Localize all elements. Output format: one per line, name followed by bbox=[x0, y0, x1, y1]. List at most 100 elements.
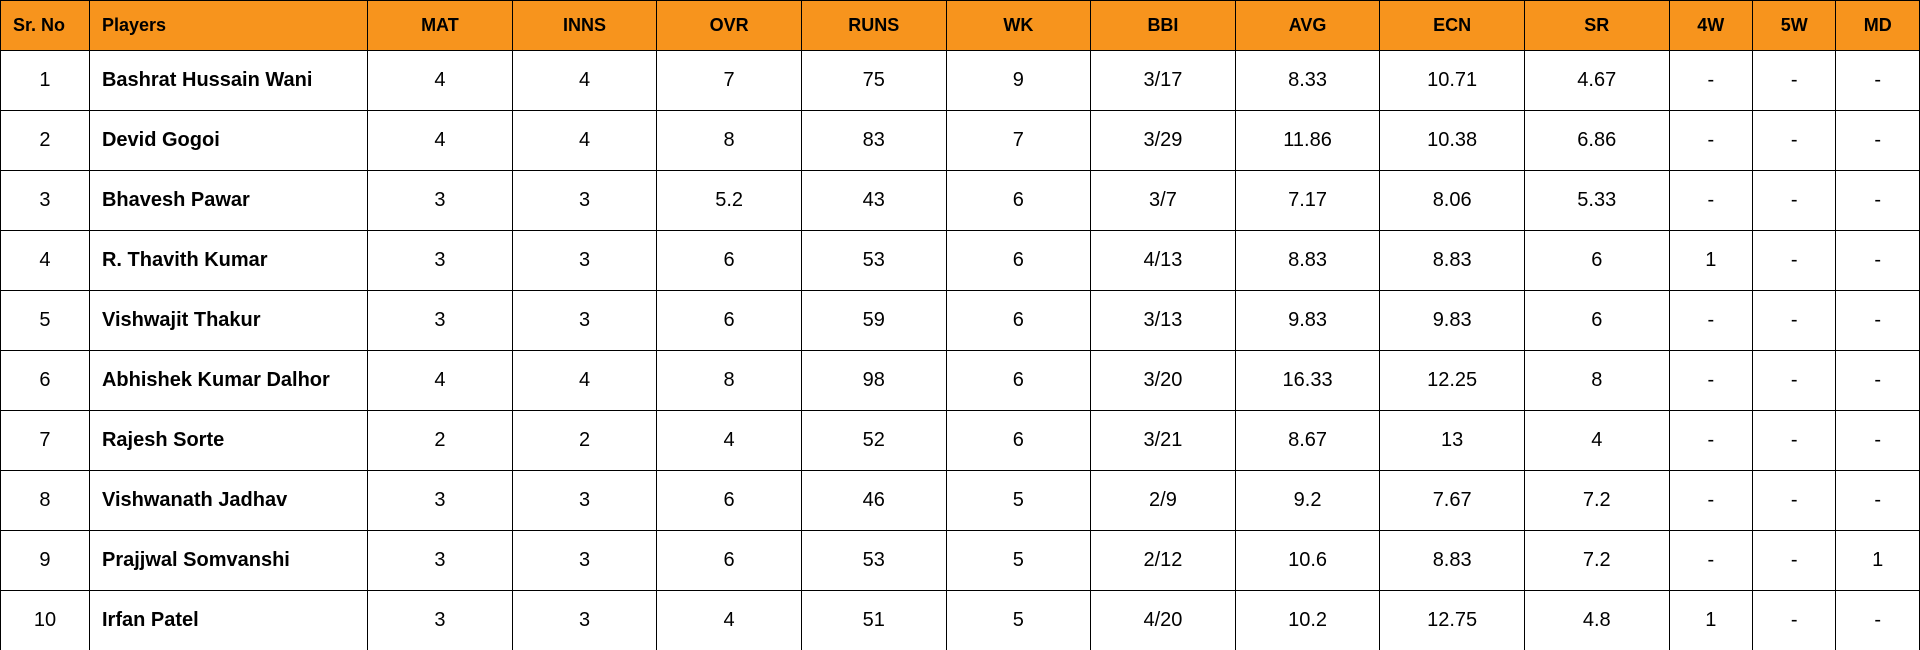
cell-srate: 5.33 bbox=[1524, 171, 1669, 231]
cell-srate: 6 bbox=[1524, 291, 1669, 351]
cell-mat: 2 bbox=[368, 411, 513, 471]
table-row: 5Vishwajit Thakur3365963/139.839.836--- bbox=[1, 291, 1920, 351]
cell-ecn: 12.75 bbox=[1380, 591, 1525, 650]
cell-w5: - bbox=[1753, 531, 1836, 591]
table-row: 6Abhishek Kumar Dalhor4489863/2016.3312.… bbox=[1, 351, 1920, 411]
cell-sr: 6 bbox=[1, 351, 90, 411]
cell-wk: 6 bbox=[946, 291, 1091, 351]
cell-mat: 3 bbox=[368, 471, 513, 531]
cell-md: 1 bbox=[1836, 531, 1920, 591]
cell-sr: 10 bbox=[1, 591, 90, 650]
table-header: Sr. NoPlayersMATINNSOVRRUNSWKBBIAVGECNSR… bbox=[1, 1, 1920, 51]
cell-w5: - bbox=[1753, 231, 1836, 291]
cell-inns: 2 bbox=[512, 411, 657, 471]
cell-mat: 3 bbox=[368, 231, 513, 291]
cell-mat: 4 bbox=[368, 351, 513, 411]
cell-ovr: 4 bbox=[657, 411, 802, 471]
table-row: 3Bhavesh Pawar335.24363/77.178.065.33--- bbox=[1, 171, 1920, 231]
cell-ovr: 6 bbox=[657, 531, 802, 591]
cell-avg: 10.2 bbox=[1235, 591, 1380, 650]
table-row: 4R. Thavith Kumar3365364/138.838.8361-- bbox=[1, 231, 1920, 291]
cell-bbi: 3/13 bbox=[1091, 291, 1236, 351]
cell-runs: 53 bbox=[801, 231, 946, 291]
cell-md: - bbox=[1836, 351, 1920, 411]
cell-srate: 6.86 bbox=[1524, 111, 1669, 171]
cell-inns: 3 bbox=[512, 591, 657, 650]
table-row: 8Vishwanath Jadhav3364652/99.27.677.2--- bbox=[1, 471, 1920, 531]
cell-ecn: 8.06 bbox=[1380, 171, 1525, 231]
cell-wk: 6 bbox=[946, 351, 1091, 411]
cell-runs: 46 bbox=[801, 471, 946, 531]
cell-ecn: 10.71 bbox=[1380, 51, 1525, 111]
cell-bbi: 4/13 bbox=[1091, 231, 1236, 291]
cell-ovr: 7 bbox=[657, 51, 802, 111]
cell-ecn: 9.83 bbox=[1380, 291, 1525, 351]
cell-srate: 4.67 bbox=[1524, 51, 1669, 111]
cell-inns: 4 bbox=[512, 351, 657, 411]
cell-w5: - bbox=[1753, 591, 1836, 650]
cell-runs: 43 bbox=[801, 171, 946, 231]
cell-sr: 5 bbox=[1, 291, 90, 351]
cell-ecn: 12.25 bbox=[1380, 351, 1525, 411]
cell-w4: - bbox=[1669, 351, 1752, 411]
cell-wk: 5 bbox=[946, 591, 1091, 650]
cell-w4: 1 bbox=[1669, 231, 1752, 291]
col-header-ovr: OVR bbox=[657, 1, 802, 51]
cell-avg: 9.2 bbox=[1235, 471, 1380, 531]
cell-srate: 4.8 bbox=[1524, 591, 1669, 650]
cell-srate: 7.2 bbox=[1524, 471, 1669, 531]
cell-runs: 98 bbox=[801, 351, 946, 411]
cell-w5: - bbox=[1753, 51, 1836, 111]
cell-bbi: 4/20 bbox=[1091, 591, 1236, 650]
cell-runs: 83 bbox=[801, 111, 946, 171]
cell-avg: 8.33 bbox=[1235, 51, 1380, 111]
cell-ovr: 6 bbox=[657, 231, 802, 291]
cell-mat: 3 bbox=[368, 531, 513, 591]
cell-inns: 3 bbox=[512, 291, 657, 351]
table-row: 7Rajesh Sorte2245263/218.67134--- bbox=[1, 411, 1920, 471]
cell-md: - bbox=[1836, 411, 1920, 471]
col-header-w5: 5W bbox=[1753, 1, 1836, 51]
cell-wk: 6 bbox=[946, 231, 1091, 291]
cell-ovr: 4 bbox=[657, 591, 802, 650]
cell-w4: - bbox=[1669, 531, 1752, 591]
cell-runs: 53 bbox=[801, 531, 946, 591]
cell-md: - bbox=[1836, 51, 1920, 111]
col-header-srate: SR bbox=[1524, 1, 1669, 51]
cell-mat: 4 bbox=[368, 111, 513, 171]
cell-runs: 52 bbox=[801, 411, 946, 471]
cell-avg: 16.33 bbox=[1235, 351, 1380, 411]
cell-md: - bbox=[1836, 591, 1920, 650]
cell-w4: - bbox=[1669, 171, 1752, 231]
cell-bbi: 3/21 bbox=[1091, 411, 1236, 471]
cell-ecn: 7.67 bbox=[1380, 471, 1525, 531]
cell-srate: 8 bbox=[1524, 351, 1669, 411]
cell-ecn: 13 bbox=[1380, 411, 1525, 471]
cell-w4: 1 bbox=[1669, 591, 1752, 650]
cell-bbi: 3/17 bbox=[1091, 51, 1236, 111]
cell-player: Vishwajit Thakur bbox=[89, 291, 367, 351]
cell-mat: 4 bbox=[368, 51, 513, 111]
cell-bbi: 3/20 bbox=[1091, 351, 1236, 411]
table-row: 2Devid Gogoi4488373/2911.8610.386.86--- bbox=[1, 111, 1920, 171]
cell-player: Rajesh Sorte bbox=[89, 411, 367, 471]
col-header-wk: WK bbox=[946, 1, 1091, 51]
col-header-player: Players bbox=[89, 1, 367, 51]
cell-sr: 7 bbox=[1, 411, 90, 471]
cell-sr: 9 bbox=[1, 531, 90, 591]
cell-runs: 51 bbox=[801, 591, 946, 650]
col-header-mat: MAT bbox=[368, 1, 513, 51]
table-row: 10Irfan Patel3345154/2010.212.754.81-- bbox=[1, 591, 1920, 650]
cell-srate: 7.2 bbox=[1524, 531, 1669, 591]
cell-wk: 6 bbox=[946, 411, 1091, 471]
cell-w4: - bbox=[1669, 291, 1752, 351]
col-header-w4: 4W bbox=[1669, 1, 1752, 51]
cell-w5: - bbox=[1753, 111, 1836, 171]
cell-wk: 6 bbox=[946, 171, 1091, 231]
cell-sr: 4 bbox=[1, 231, 90, 291]
cell-mat: 3 bbox=[368, 291, 513, 351]
cell-w5: - bbox=[1753, 351, 1836, 411]
cell-bbi: 3/29 bbox=[1091, 111, 1236, 171]
cell-player: Vishwanath Jadhav bbox=[89, 471, 367, 531]
cell-inns: 3 bbox=[512, 531, 657, 591]
